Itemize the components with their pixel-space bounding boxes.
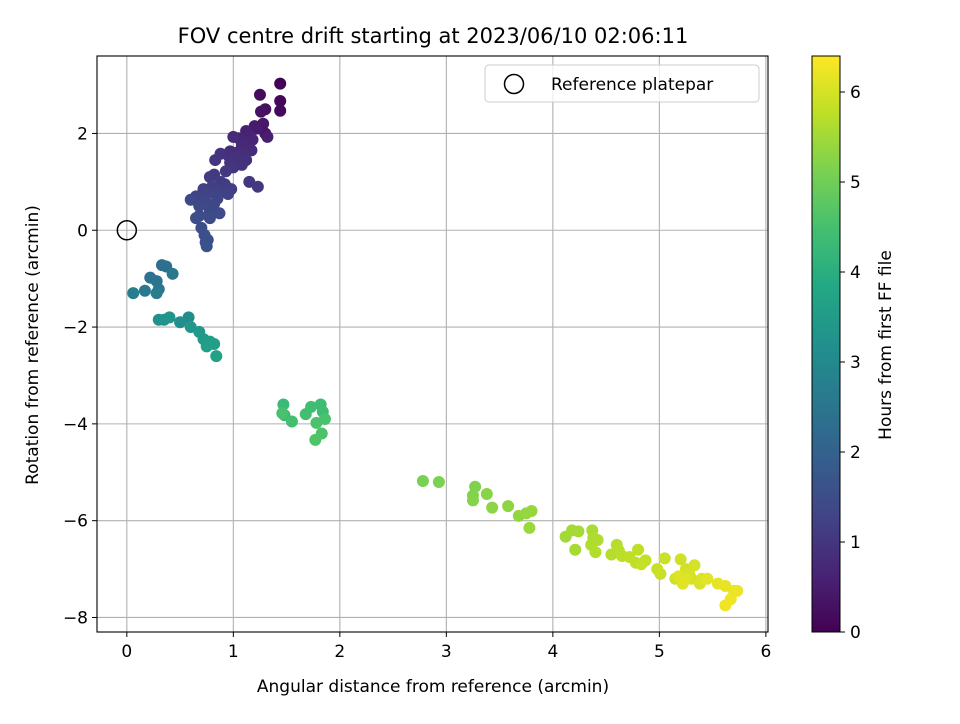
data-point [502,500,515,513]
y-tick-label: −2 [63,318,88,338]
data-point [200,240,213,253]
data-point [227,130,240,143]
data-point [572,525,585,538]
x-tick-label: 6 [760,642,771,662]
data-point [210,350,223,363]
data-point [253,88,266,101]
colorbar-tick-label: 3 [850,353,861,373]
data-point [261,130,274,143]
data-point [674,553,687,566]
colorbar-tick-label: 1 [850,533,861,553]
y-tick-label: −8 [63,608,88,628]
data-point [688,559,701,572]
x-tick-label: 4 [547,642,558,662]
data-point [203,212,216,225]
data-point [193,200,206,213]
data-point [174,316,187,329]
x-axis-label: Angular distance from reference (arcmin) [257,677,609,697]
data-point [632,543,645,556]
data-point [209,154,222,167]
data-point [184,193,197,206]
data-point [486,501,499,514]
x-tick-label: 5 [654,642,665,662]
legend: Reference platepar [484,64,760,103]
data-point [163,311,176,324]
data-point [309,433,322,446]
x-tick-label: 2 [334,642,345,662]
colorbar-gradient [811,55,841,633]
colorbar-tick-label: 4 [850,263,861,283]
data-point [569,543,582,556]
colorbar-tick-label: 5 [850,173,861,193]
axes: 0 1 2 3 4 5 6 −8 −6 −4 −2 0 2 [63,55,771,662]
plot-frame [96,55,769,633]
colorbar-tick-label: 2 [850,443,861,463]
data-point [150,287,163,300]
data-point [299,408,312,421]
data-point [127,287,140,300]
data-point [654,567,667,580]
colorbar: Hours from first FF file 0 1 2 3 4 5 6 [811,55,896,643]
data-point [701,572,714,585]
reference-layer [116,220,138,241]
data-point [466,494,479,507]
legend-marker-icon [503,73,525,95]
data-point [255,105,268,118]
legend-label: Reference platepar [551,75,713,95]
y-tick-label: 0 [77,221,88,241]
legend-box [484,64,760,103]
x-tick-label: 1 [228,642,239,662]
data-point [251,180,264,193]
data-point [676,577,689,590]
y-tick-label: 2 [77,124,88,144]
data-point [276,407,289,420]
y-tick-label: −4 [63,415,88,435]
data-point [523,521,536,534]
data-point [274,95,287,108]
data-point [310,416,323,429]
data-point [200,340,213,353]
x-tick-label: 3 [441,642,452,662]
data-points [127,77,744,612]
data-point [138,284,151,297]
y-axis-label: Rotation from reference (arcmin) [23,205,43,485]
data-point [416,474,429,487]
data-point [274,104,287,117]
data-point [285,415,298,428]
reference-marker [116,220,138,241]
data-point [432,475,445,488]
data-point [219,165,232,178]
data-point [274,77,287,90]
data-point [222,187,235,200]
data-point [480,488,493,501]
colorbar-label: Hours from first FF file [876,250,896,440]
data-point [190,212,203,225]
data-point [589,546,602,559]
grid-lines [97,56,768,632]
y-tick-label: −6 [63,512,88,532]
chart-title: FOV centre drift starting at 2023/06/10 … [178,24,689,48]
x-tick-label: 0 [121,642,132,662]
data-point [213,207,226,220]
data-point [658,552,671,565]
data-point [525,504,538,517]
data-point [166,267,179,280]
colorbar-tick-label: 6 [850,83,861,103]
data-point [635,558,648,571]
data-point [203,171,216,184]
colorbar-tick-label: 0 [850,623,861,643]
data-point [277,398,290,411]
data-point [731,584,744,597]
data-point [719,599,732,612]
